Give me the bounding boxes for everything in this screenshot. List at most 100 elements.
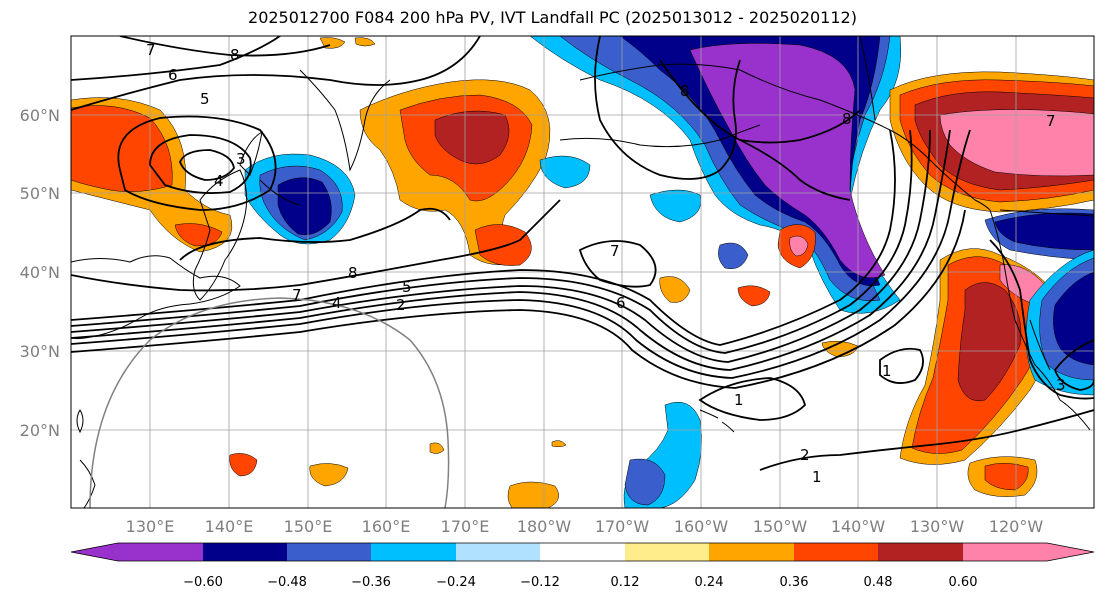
shade-neg-east-2 [994,212,1094,251]
coast-kamchatka [299,69,391,172]
lat-label-50: 50°N [20,184,60,203]
lon-label-160w: 160°W [674,517,729,536]
colorbar-tick-n036: −0.36 [351,575,391,590]
shade-pos-dot-8b [984,463,1029,491]
lon-label-150e: 150°E [284,517,333,536]
colorbar-outline [70,542,1095,562]
contour-east-2 [1053,339,1094,391]
colorbar-tick-n060: −0.60 [183,575,223,590]
shade-neg-south-2 [624,458,666,506]
colorbar-tick-p012: 0.12 [611,575,640,590]
colorbar-tick-p048: 0.48 [864,575,893,590]
shade-pos-west-core [71,105,173,192]
colorbar-tick-n012: −0.12 [520,575,560,590]
lon-label-140w: 140°W [831,517,886,536]
coast-namerica [989,209,1091,431]
contour-label-12: 4 [332,294,342,312]
shade-pos-dot-1b [789,235,809,257]
contour-south-1 [698,377,806,421]
shade-neg-dot-2 [649,189,702,223]
lon-label-120w: 120°W [989,517,1044,536]
colorbar-bin-p12 [625,543,709,561]
colorbar-tick-n048: −0.48 [267,575,307,590]
contour-jet-3 [71,129,931,363]
coast-baja [1029,319,1051,371]
shade-pos-se-3 [957,282,1022,402]
colorbar-extend-low [71,543,118,561]
contour-label-21: 8 [842,110,852,128]
contour-label-19: 1 [812,468,822,486]
colorbar-tick-n024: −0.24 [436,575,476,590]
colorbar-bin-p48 [878,543,963,561]
contour-low-c [179,149,235,181]
contour-label-5: 3 [236,150,246,168]
lon-label-140e: 140°E [205,517,254,536]
lon-label-180w: 180°W [517,517,572,536]
contour-label-1: 7 [146,41,156,59]
contour-label-3: 6 [168,66,178,84]
lon-label-130w: 130°W [910,517,965,536]
contour-label-2: 8 [230,46,240,64]
colorbar: −0.60 −0.48 −0.36 −0.24 −0.12 0.12 0.24 … [70,542,1095,590]
contour-north-3 [739,139,851,201]
lon-label-160e: 160°E [362,517,411,536]
pv-shading [71,36,1094,508]
contour-label-6: 4 [214,172,224,190]
contour-south-3 [879,347,924,384]
contour-label-9: 7 [1046,112,1056,130]
shade-pos-dot-5 [229,453,258,477]
lon-label-170e: 170°E [441,517,490,536]
coast-taiwan [76,409,84,434]
colorbar-bin-n12 [456,543,540,561]
range-ring [89,297,450,508]
map-title: 2025012700 F084 200 hPa PV, IVT Landfall… [248,8,857,27]
contour-low-b [149,134,252,194]
lat-label-20: 20°N [20,421,60,440]
colorbar-bin-n48 [203,543,287,561]
shade-neg-fareast-3 [1053,271,1094,366]
contour-label-8: 8 [680,82,690,100]
colorbar-tick-p024: 0.24 [695,575,724,590]
coast-kurils [259,179,301,206]
contour-label-16: 1 [882,362,892,380]
latitude-labels: 60°N 50°N 40°N 30°N 20°N [20,106,60,440]
shade-pos-top-2 [354,37,376,47]
pv-contours [71,36,1094,471]
contour-label-13: 2 [396,296,406,314]
shade-neg-north-4 [689,43,886,279]
colorbar-bin-n36 [287,543,371,561]
contour-north-1 [594,36,741,180]
contour-low-a [117,115,277,211]
lon-label-170w: 170°W [595,517,650,536]
contour-jet-1 [71,129,896,346]
colorbar-bin-p36 [794,543,878,561]
contour-label-18: 2 [800,446,810,464]
contour-east-1 [989,239,1094,400]
contour-jet-6 [71,209,966,389]
coast-border-1 [859,36,876,121]
contour-upper-8 [179,207,451,261]
contour-top-1 [71,36,481,111]
colorbar-tick-p036: 0.36 [780,575,809,590]
map-border [70,35,1095,509]
colorbar-tick-p060: 0.60 [949,575,978,590]
contour-label-17: 1 [734,391,744,409]
contour-label-14: 7 [610,242,620,260]
contour-jet-5 [71,129,971,379]
colorbar-bin-n60 [118,543,203,561]
shade-pos-small-mid [551,440,567,448]
graticule [71,36,1094,508]
contour-label-20: 3 [1056,376,1066,394]
lat-label-60: 60°N [20,106,60,125]
shade-neg-japan-3 [277,177,332,235]
shade-pos-dot-7 [507,481,559,508]
coast-alaska [579,63,991,211]
shade-pos-small-west [429,442,445,454]
coast-hawaii [699,409,735,433]
lat-label-40: 40°N [20,263,60,282]
colorbar-bin-mid [540,543,625,561]
colorbar-extend-high [1047,543,1094,561]
shade-pos-ne-4 [939,109,1094,177]
contour-label-11: 5 [402,278,412,296]
contour-top-2 [119,36,331,57]
